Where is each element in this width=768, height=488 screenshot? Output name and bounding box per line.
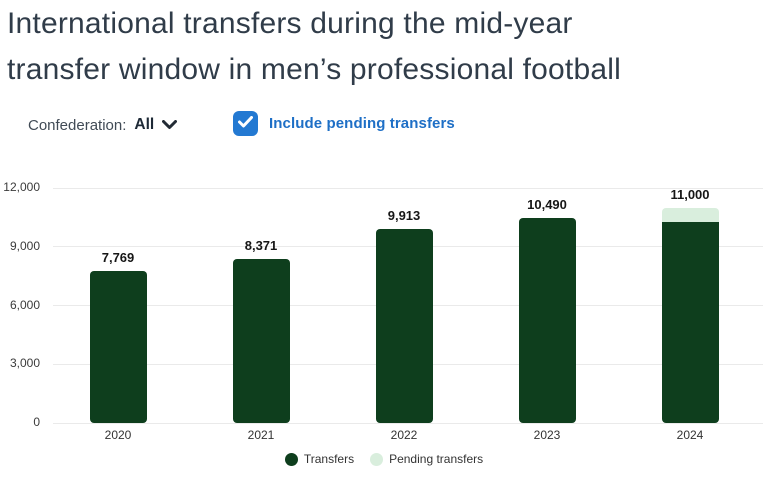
bar-segment-transfers	[232, 259, 290, 423]
gridline	[53, 422, 763, 424]
confederation-dropdown-value: All	[134, 116, 155, 133]
bar-value-label: 10,490	[527, 196, 567, 212]
page-title-line1: International transfers during the mid-y…	[7, 7, 573, 40]
bar-segment-transfers	[661, 222, 719, 423]
gridline	[53, 187, 763, 189]
x-tick-label: 2024	[676, 428, 704, 442]
bar-value-label: 7,769	[101, 249, 135, 265]
bar-2020[interactable]	[89, 270, 147, 423]
chart-legend: Transfers Pending transfers	[0, 452, 768, 466]
include-pending-checkbox-label: Include pending transfers	[269, 115, 455, 132]
bar-value-label: 9,913	[387, 207, 421, 223]
bar-2021[interactable]	[232, 259, 290, 423]
include-pending-checkbox-group[interactable]: Include pending transfers	[233, 111, 455, 136]
bar-2024[interactable]	[661, 207, 719, 423]
confederation-dropdown[interactable]: Confederation: All	[28, 112, 178, 138]
bar-2022[interactable]	[375, 228, 433, 423]
legend-item-transfers[interactable]: Transfers	[284, 452, 355, 466]
y-tick-label: 12,000	[3, 180, 40, 194]
bar-value-label: 11,000	[670, 186, 710, 202]
legend-label: Pending transfers	[389, 452, 484, 466]
include-pending-checkbox[interactable]	[233, 111, 258, 136]
page-title: International transfers during the mid-y…	[7, 1, 621, 93]
x-tick-label: 2022	[390, 428, 418, 442]
y-tick-label: 0	[33, 415, 40, 429]
y-tick-label: 3,000	[9, 356, 40, 371]
legend-swatch-icon	[284, 452, 298, 466]
checkmark-icon	[238, 115, 253, 133]
legend-item-pending-transfers[interactable]: Pending transfers	[370, 452, 483, 466]
bar-segment-transfers	[518, 217, 576, 423]
legend-label: Transfers	[303, 452, 355, 466]
y-tick-label: 6,000	[9, 297, 40, 312]
bar-2023[interactable]	[518, 217, 576, 423]
bar-segment-transfers	[89, 270, 147, 423]
y-tick-label: 9,000	[9, 238, 40, 253]
legend-swatch-icon	[370, 452, 384, 466]
x-tick-label: 2021	[247, 428, 275, 442]
confederation-dropdown-label: Confederation:	[28, 116, 127, 134]
bar-value-label: 8,371	[244, 238, 278, 254]
x-tick-label: 2020	[104, 428, 132, 442]
chevron-down-icon	[162, 117, 178, 135]
x-tick-label: 2023	[533, 428, 561, 442]
page-title-line2: transfer window in men’s professional fo…	[7, 53, 621, 86]
bar-segment-transfers	[375, 228, 433, 423]
bar-segment-pending-transfers	[661, 207, 719, 223]
